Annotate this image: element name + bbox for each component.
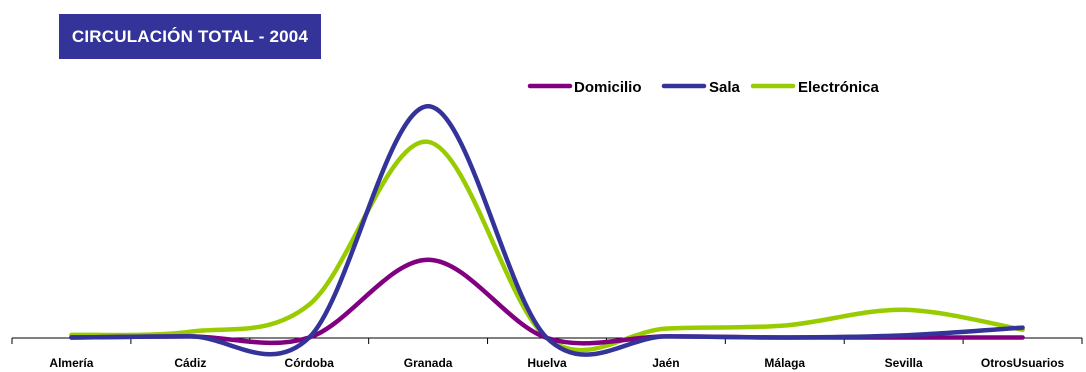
x-tick-label: Almería bbox=[49, 356, 93, 370]
x-tick-label: Huelva bbox=[527, 356, 567, 370]
series-lines bbox=[69, 104, 1025, 357]
x-tick-label: Cádiz bbox=[174, 356, 206, 370]
series-line-electronica bbox=[69, 139, 1025, 353]
x-tick-label: Granada bbox=[404, 356, 453, 370]
x-tick-label: Córdoba bbox=[285, 356, 335, 370]
x-tick-label: OtrosUsuarios bbox=[981, 356, 1065, 370]
chart-title-box: CIRCULACIÓN TOTAL - 2004 bbox=[59, 14, 321, 59]
x-tick-label: Málaga bbox=[764, 356, 805, 370]
legend-label-electronica: Electrónica bbox=[798, 79, 880, 96]
x-tick-labels: Almería Cádiz Córdoba Granada Huelva Jaén Mála… bbox=[49, 356, 1064, 370]
x-tick-label: Jaén bbox=[652, 356, 679, 370]
legend: Domicilio Sala Electrónica bbox=[527, 79, 880, 96]
series-line-sala bbox=[69, 104, 1025, 357]
legend-label-domicilio: Domicilio bbox=[574, 79, 642, 96]
legend-label-sala: Sala bbox=[709, 79, 741, 96]
chart-title: CIRCULACIÓN TOTAL - 2004 bbox=[71, 26, 309, 46]
x-tick-label: Sevilla bbox=[885, 356, 923, 370]
